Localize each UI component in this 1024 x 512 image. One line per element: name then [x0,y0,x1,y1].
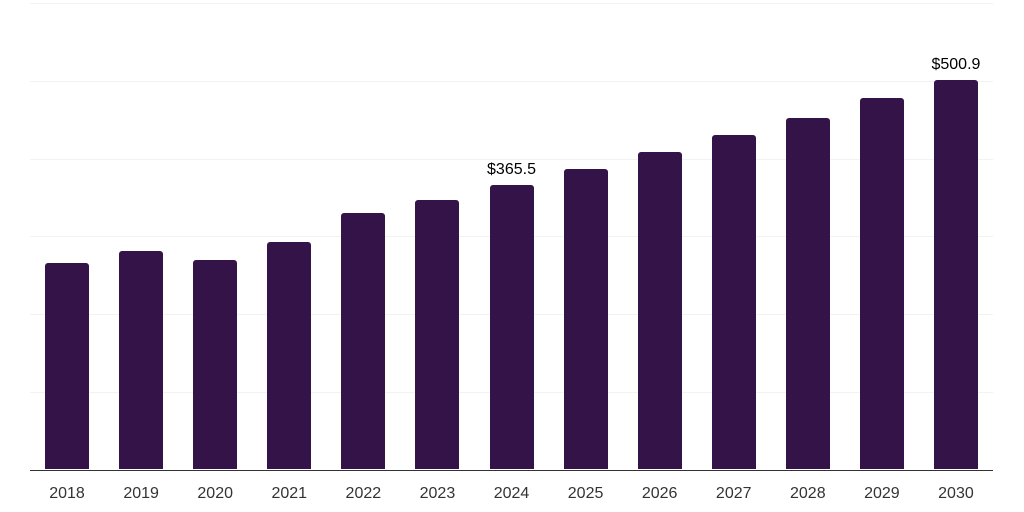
y-gridline [30,80,993,82]
x-tick-label-2024: 2024 [493,485,530,502]
bar-2025[interactable] [563,168,608,470]
x-tick-label-2027: 2027 [715,485,752,502]
data-label-2030: $500.9 [931,56,981,74]
bar-2022[interactable] [341,213,386,470]
x-tick-label-2029: 2029 [864,485,900,502]
data-label-2024: $365.5 [487,161,536,179]
x-tick-label-2020: 2020 [197,485,233,502]
x-tick-label-2030: 2030 [938,485,974,502]
y-gridline [30,158,993,160]
x-tick-label-2021: 2021 [271,485,308,502]
bar-2018[interactable] [45,263,90,470]
bar-2019[interactable] [119,250,164,470]
bar-2020[interactable] [193,260,238,470]
x-tick-label-2023: 2023 [419,485,456,502]
bar-2024[interactable] [489,185,534,470]
x-tick-label-2019: 2019 [123,485,159,502]
x-tick-label-2022: 2022 [345,485,382,502]
bar-2027[interactable] [711,135,756,470]
bar-2030[interactable] [933,80,978,470]
y-gridline [30,3,993,4]
bar-2029[interactable] [859,98,904,470]
bar-2021[interactable] [267,242,312,470]
x-tick-label-2028: 2028 [790,485,826,502]
x-axis-line [30,469,993,471]
bar-2023[interactable] [415,199,460,470]
x-tick-label-2026: 2026 [641,485,678,502]
x-tick-label-2018: 2018 [49,485,85,502]
bar-2028[interactable] [785,117,830,470]
bar-2026[interactable] [637,152,682,470]
x-tick-label-2025: 2025 [567,485,604,502]
